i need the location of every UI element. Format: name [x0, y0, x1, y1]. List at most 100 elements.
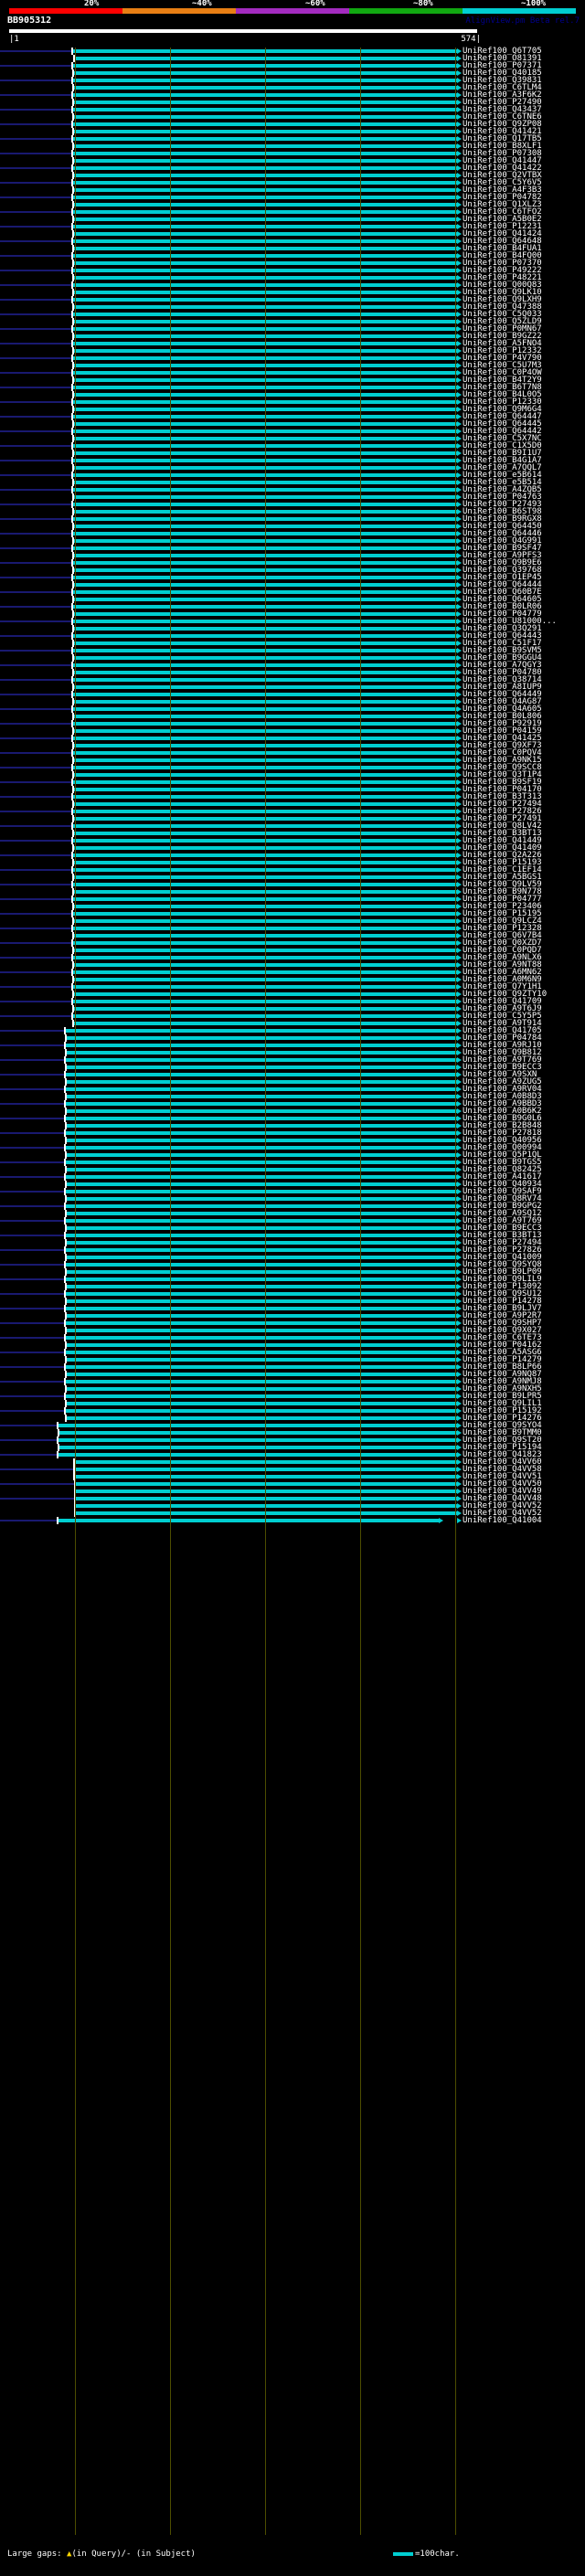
- hit-label[interactable]: UniRef100_P07308: [463, 149, 542, 158]
- hit-row[interactable]: UniRef100_P27494: [0, 800, 585, 809]
- hit-label[interactable]: UniRef100_P12328: [463, 924, 542, 933]
- hit-row[interactable]: UniRef100_Q47388: [0, 302, 585, 312]
- hit-segment[interactable]: [71, 839, 457, 843]
- hit-label[interactable]: UniRef100_B9LPR5: [463, 1392, 542, 1401]
- hit-label[interactable]: UniRef100_A5BGS1: [463, 873, 542, 882]
- hit-label[interactable]: UniRef100_P04170: [463, 785, 542, 794]
- hit-segment[interactable]: [72, 71, 457, 75]
- hit-row[interactable]: UniRef100_Q7Y1H1: [0, 982, 585, 991]
- hit-segment[interactable]: [71, 868, 457, 872]
- hit-segment[interactable]: [71, 79, 457, 82]
- hit-label[interactable]: UniRef100_Q4G991: [463, 536, 542, 546]
- hit-row[interactable]: UniRef100_C5Q033: [0, 310, 585, 319]
- hit-row[interactable]: UniRef100_C0PQV4: [0, 748, 585, 758]
- hit-row[interactable]: UniRef100_e5B614: [0, 471, 585, 480]
- hit-row[interactable]: UniRef100_B6T7N8: [0, 383, 585, 392]
- hit-label[interactable]: UniRef100_P15193: [463, 858, 542, 867]
- hit-label[interactable]: UniRef100_P27494: [463, 1238, 542, 1247]
- hit-segment[interactable]: [71, 459, 457, 462]
- hit-segment[interactable]: [72, 758, 457, 762]
- hit-row[interactable]: UniRef100_B9N778: [0, 887, 585, 896]
- hit-segment[interactable]: [72, 715, 457, 718]
- hit-label[interactable]: UniRef100_A6MN62: [463, 968, 542, 977]
- hit-segment[interactable]: [72, 437, 457, 440]
- hit-label[interactable]: UniRef100_Q64450: [463, 522, 542, 531]
- hit-segment[interactable]: [72, 291, 457, 294]
- hit-segment[interactable]: [71, 620, 457, 623]
- hit-row[interactable]: UniRef100_A0B8D3: [0, 1092, 585, 1101]
- hit-label[interactable]: UniRef100_A41617: [463, 1172, 542, 1182]
- hit-segment[interactable]: [65, 1065, 457, 1069]
- hit-segment[interactable]: [72, 495, 457, 499]
- hit-label[interactable]: UniRef100_C0P4OW: [463, 368, 542, 377]
- hit-label[interactable]: UniRef100_Q9LXH9: [463, 295, 542, 304]
- hit-row[interactable]: UniRef100_P04159: [0, 726, 585, 736]
- hit-label[interactable]: UniRef100_A4ZQB5: [463, 485, 542, 494]
- hit-label[interactable]: UniRef100_P15195: [463, 909, 542, 918]
- hit-row[interactable]: UniRef100_P04777: [0, 895, 585, 904]
- hit-segment[interactable]: [65, 1256, 457, 1259]
- hit-label[interactable]: UniRef100_Q17TB5: [463, 134, 542, 143]
- hit-row[interactable]: UniRef100_P04170: [0, 785, 585, 794]
- hit-segment[interactable]: [64, 1321, 457, 1325]
- hit-row[interactable]: UniRef100_B9G0L6: [0, 1114, 585, 1123]
- hit-row[interactable]: UniRef100_Q41004: [0, 1516, 585, 1525]
- hit-label[interactable]: UniRef100_Q4VV51: [463, 1472, 542, 1481]
- hit-row[interactable]: UniRef100_A41617: [0, 1172, 585, 1182]
- hit-segment[interactable]: [65, 1153, 457, 1157]
- hit-label[interactable]: UniRef100_P12332: [463, 346, 542, 355]
- hit-row[interactable]: UniRef100_A6MN62: [0, 968, 585, 977]
- hit-segment[interactable]: [71, 225, 457, 228]
- hit-label[interactable]: UniRef100_A9T914: [463, 1019, 542, 1028]
- hit-label[interactable]: UniRef100_B6ST98: [463, 507, 542, 516]
- hit-segment[interactable]: [72, 744, 457, 747]
- hit-label[interactable]: UniRef100_A9RV04: [463, 1085, 542, 1094]
- hit-label[interactable]: UniRef100_Q64449: [463, 690, 542, 699]
- hit-segment[interactable]: [71, 327, 457, 331]
- hit-segment[interactable]: [64, 1029, 457, 1033]
- hit-row[interactable]: UniRef100_C1EF14: [0, 865, 585, 875]
- hit-label[interactable]: UniRef100_P27826: [463, 1246, 542, 1255]
- hit-row[interactable]: UniRef100_Q6T705: [0, 47, 585, 56]
- hit-row[interactable]: UniRef100_C5Y6V5: [0, 178, 585, 187]
- hit-label[interactable]: UniRef100_A9T769: [463, 1055, 542, 1065]
- hit-segment[interactable]: [72, 203, 457, 207]
- hit-label[interactable]: UniRef100_Q9LV59: [463, 880, 542, 889]
- hit-label[interactable]: UniRef100_Q64447: [463, 412, 542, 421]
- hit-segment[interactable]: [72, 671, 457, 674]
- hit-label[interactable]: UniRef100_C5Y6V5: [463, 178, 542, 187]
- hit-label[interactable]: UniRef100_C5U7M3: [463, 361, 542, 370]
- hit-label[interactable]: UniRef100_A9SQ12: [463, 1209, 542, 1218]
- hit-segment[interactable]: [72, 627, 457, 631]
- hit-segment[interactable]: [71, 254, 457, 258]
- hit-segment[interactable]: [72, 978, 457, 981]
- hit-label[interactable]: UniRef100_P49222: [463, 266, 542, 275]
- hit-row[interactable]: UniRef100_Q41424: [0, 229, 585, 239]
- hit-segment[interactable]: [65, 1402, 457, 1405]
- hit-label[interactable]: UniRef100_C0PQD7: [463, 946, 542, 955]
- hit-row[interactable]: UniRef100_Q5P1QL: [0, 1150, 585, 1160]
- hit-segment[interactable]: [64, 1044, 457, 1047]
- hit-segment[interactable]: [72, 305, 457, 309]
- hit-segment[interactable]: [65, 1051, 457, 1055]
- hit-row[interactable]: UniRef100_P12231: [0, 222, 585, 231]
- hit-row[interactable]: UniRef100_Q9SU12: [0, 1289, 585, 1299]
- hit-row[interactable]: UniRef100_Q41422: [0, 164, 585, 173]
- hit-label[interactable]: UniRef100_B3BT13: [463, 1231, 542, 1240]
- hit-segment[interactable]: [71, 371, 457, 375]
- hit-label[interactable]: UniRef100_A9NLX6: [463, 953, 542, 962]
- hit-row[interactable]: UniRef100_P12328: [0, 924, 585, 933]
- hit-label[interactable]: UniRef100_Q2A226: [463, 851, 542, 860]
- hit-label[interactable]: UniRef100_B9TGS5: [463, 1158, 542, 1167]
- hit-row[interactable]: UniRef100_A9NXH5: [0, 1384, 585, 1394]
- hit-label[interactable]: UniRef100_C6TE73: [463, 1333, 542, 1342]
- hit-row[interactable]: UniRef100_P27826: [0, 1246, 585, 1255]
- hit-label[interactable]: UniRef100_P14279: [463, 1355, 542, 1364]
- hit-label[interactable]: UniRef100_A9NK15: [463, 756, 542, 765]
- hit-segment[interactable]: [71, 137, 457, 141]
- hit-label[interactable]: UniRef100_P27493: [463, 500, 542, 509]
- hit-segment[interactable]: [65, 1197, 457, 1201]
- hit-label[interactable]: UniRef100_Q40956: [463, 1136, 542, 1145]
- hit-segment[interactable]: [72, 802, 457, 806]
- hit-segment[interactable]: [64, 1263, 457, 1267]
